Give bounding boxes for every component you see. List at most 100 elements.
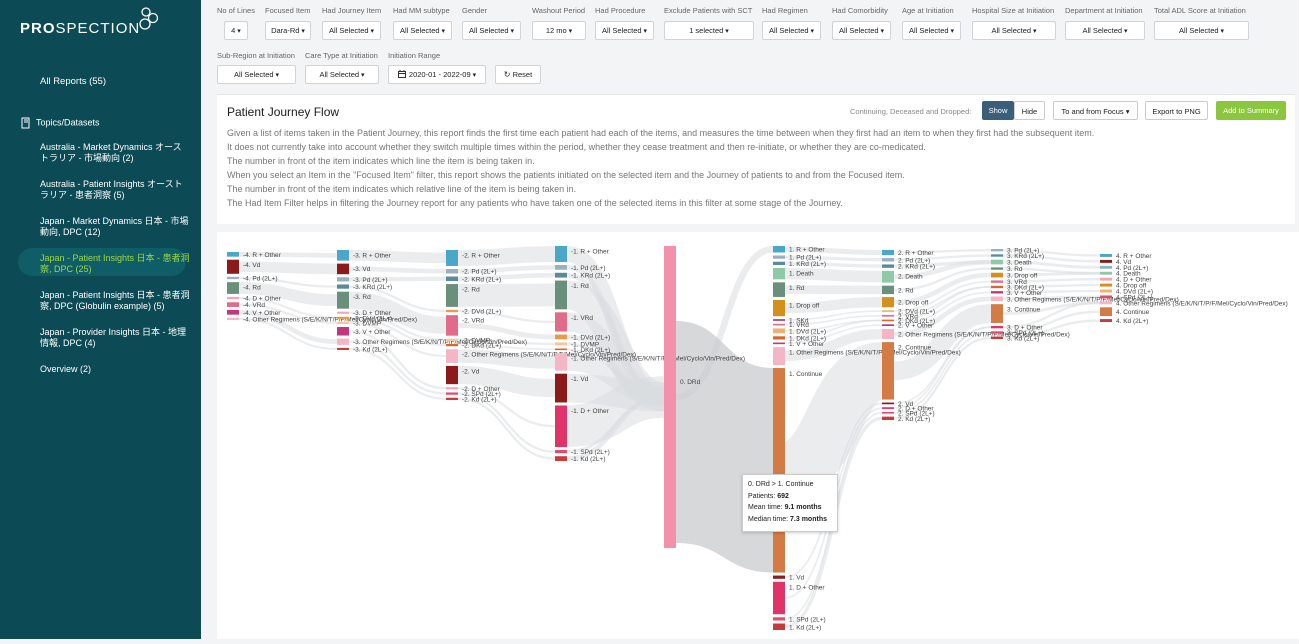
sankey-node[interactable] bbox=[773, 336, 785, 339]
sankey-node[interactable] bbox=[446, 344, 458, 346]
sankey-node[interactable] bbox=[555, 335, 567, 340]
sankey-node[interactable] bbox=[773, 255, 785, 258]
filter-focused-item[interactable]: Dara-Rd bbox=[265, 21, 311, 40]
sankey-node[interactable] bbox=[337, 327, 349, 335]
sankey-node[interactable] bbox=[555, 312, 567, 331]
sankey-node[interactable] bbox=[1100, 254, 1112, 257]
sidebar-item-japan-provider-insights[interactable]: Japan - Provider Insights 日本 - 地理情報, DPC… bbox=[40, 327, 190, 349]
sankey-link[interactable] bbox=[458, 295, 555, 296]
sankey-node[interactable] bbox=[555, 450, 567, 453]
sankey-node[interactable] bbox=[1100, 266, 1112, 269]
sankey-node[interactable] bbox=[446, 349, 458, 363]
sankey-node[interactable] bbox=[882, 250, 894, 255]
sankey-node[interactable] bbox=[555, 353, 567, 371]
prospection-logo[interactable]: PROSPECTION bbox=[20, 12, 190, 46]
sankey-node[interactable] bbox=[773, 324, 785, 326]
sankey-node[interactable] bbox=[773, 624, 785, 630]
sankey-node[interactable] bbox=[1100, 278, 1112, 281]
sankey-node[interactable] bbox=[1100, 284, 1112, 287]
sankey-node[interactable] bbox=[555, 349, 567, 351]
sankey-node[interactable] bbox=[337, 264, 349, 275]
sidebar-item-japan-patient-insights-globulin[interactable]: Japan - Patient Insights 日本 - 患者洞察, DPC … bbox=[40, 290, 190, 312]
sankey-node[interactable] bbox=[991, 273, 1003, 278]
sankey-node[interactable] bbox=[1100, 295, 1112, 298]
sankey-node[interactable] bbox=[446, 269, 458, 274]
sankey-node[interactable] bbox=[446, 310, 458, 312]
sankey-node[interactable] bbox=[555, 246, 567, 262]
filter-exclude-sct[interactable]: 1 selected bbox=[664, 21, 754, 40]
sankey-node[interactable] bbox=[773, 282, 785, 297]
sankey-node[interactable] bbox=[337, 312, 349, 314]
sankey-node[interactable] bbox=[227, 310, 239, 315]
sankey-node[interactable] bbox=[773, 576, 785, 579]
sankey-node[interactable] bbox=[991, 254, 1003, 256]
sankey-link[interactable] bbox=[458, 325, 555, 336]
sankey-node[interactable] bbox=[991, 326, 1003, 328]
sankey-node[interactable] bbox=[882, 297, 894, 307]
sankey-node[interactable] bbox=[991, 260, 1003, 265]
sankey-node[interactable] bbox=[882, 324, 894, 326]
sankey-node[interactable] bbox=[882, 258, 894, 261]
filter-had-comorbidity[interactable]: All Selected bbox=[832, 21, 891, 40]
filter-hospital-size[interactable]: All Selected bbox=[972, 21, 1056, 40]
sankey-node[interactable] bbox=[664, 246, 676, 548]
sankey-node[interactable] bbox=[773, 319, 785, 321]
sidebar-item-australia-patient-insights[interactable]: Australia - Patient Insights オーストラリア - 患… bbox=[40, 179, 190, 201]
sankey-node[interactable] bbox=[1100, 301, 1112, 304]
sankey-node[interactable] bbox=[337, 250, 349, 261]
sankey-node[interactable] bbox=[773, 617, 785, 620]
filter-had-journey-item[interactable]: All Selected bbox=[322, 21, 381, 40]
sankey-node[interactable] bbox=[991, 286, 1003, 288]
sankey-node[interactable] bbox=[227, 252, 239, 257]
sankey-node[interactable] bbox=[227, 302, 239, 307]
export-png-button[interactable]: Export to PNG bbox=[1145, 101, 1208, 120]
sankey-node[interactable] bbox=[446, 366, 458, 384]
sankey-node[interactable] bbox=[1100, 272, 1112, 275]
sankey-node[interactable] bbox=[991, 249, 1003, 251]
sankey-node[interactable] bbox=[991, 304, 1003, 323]
sankey-node[interactable] bbox=[227, 318, 239, 320]
show-button[interactable]: Show bbox=[982, 101, 1014, 120]
sankey-node[interactable] bbox=[773, 262, 785, 265]
filter-total-adl[interactable]: All Selected bbox=[1154, 21, 1249, 40]
sankey-node[interactable] bbox=[227, 282, 239, 294]
sankey-node[interactable] bbox=[882, 329, 894, 339]
filter-sub-region[interactable]: All Selected bbox=[217, 65, 296, 84]
sankey-node[interactable] bbox=[555, 405, 567, 447]
filter-had-mm-subtype[interactable]: All Selected bbox=[393, 21, 452, 40]
sankey-node[interactable] bbox=[337, 292, 349, 309]
sankey-node[interactable] bbox=[991, 331, 1003, 333]
sankey-node[interactable] bbox=[227, 260, 239, 274]
filter-gender[interactable]: All Selected bbox=[462, 21, 521, 40]
sankey-node[interactable] bbox=[882, 320, 894, 322]
sankey-node[interactable] bbox=[991, 280, 1003, 282]
sankey-node[interactable] bbox=[555, 342, 567, 345]
sankey-node[interactable] bbox=[446, 339, 458, 341]
sidebar-item-australia-market-dynamics[interactable]: Australia - Market Dynamics オーストラリア - 市場… bbox=[40, 142, 190, 164]
sidebar-item-overview[interactable]: Overview (2) bbox=[40, 364, 190, 375]
sankey-node[interactable] bbox=[446, 315, 458, 336]
sankey-node[interactable] bbox=[882, 271, 894, 283]
filter-initiation-range[interactable]: 2020-01 - 2022-09 bbox=[388, 65, 486, 84]
sankey-node[interactable] bbox=[773, 328, 785, 333]
sankey-node[interactable] bbox=[337, 339, 349, 345]
sankey-node[interactable] bbox=[1100, 307, 1112, 316]
sankey-node[interactable] bbox=[446, 284, 458, 307]
filter-age-at-initiation[interactable]: All Selected bbox=[902, 21, 961, 40]
sidebar-item-japan-patient-insights[interactable]: Japan - Patient Insights 日本 - 患者洞察, DPC … bbox=[40, 253, 190, 275]
sankey-node[interactable] bbox=[555, 456, 567, 461]
sankey-node[interactable] bbox=[991, 291, 1003, 293]
sankey-node[interactable] bbox=[773, 582, 785, 614]
sankey-node[interactable] bbox=[1100, 319, 1112, 322]
sankey-node[interactable] bbox=[882, 342, 894, 399]
filter-care-type[interactable]: All Selected bbox=[305, 65, 379, 84]
sankey-node[interactable] bbox=[337, 322, 349, 324]
hide-button[interactable]: Hide bbox=[1014, 101, 1045, 120]
sankey-node[interactable] bbox=[882, 310, 894, 312]
sidebar-all-reports[interactable]: All Reports (55) bbox=[40, 76, 190, 87]
sankey-node[interactable] bbox=[446, 387, 458, 389]
direction-dropdown[interactable]: To and from Focus ▾ bbox=[1053, 101, 1138, 120]
sankey-node[interactable] bbox=[555, 265, 567, 270]
sankey-node[interactable] bbox=[1100, 260, 1112, 263]
sankey-node[interactable] bbox=[882, 264, 894, 267]
